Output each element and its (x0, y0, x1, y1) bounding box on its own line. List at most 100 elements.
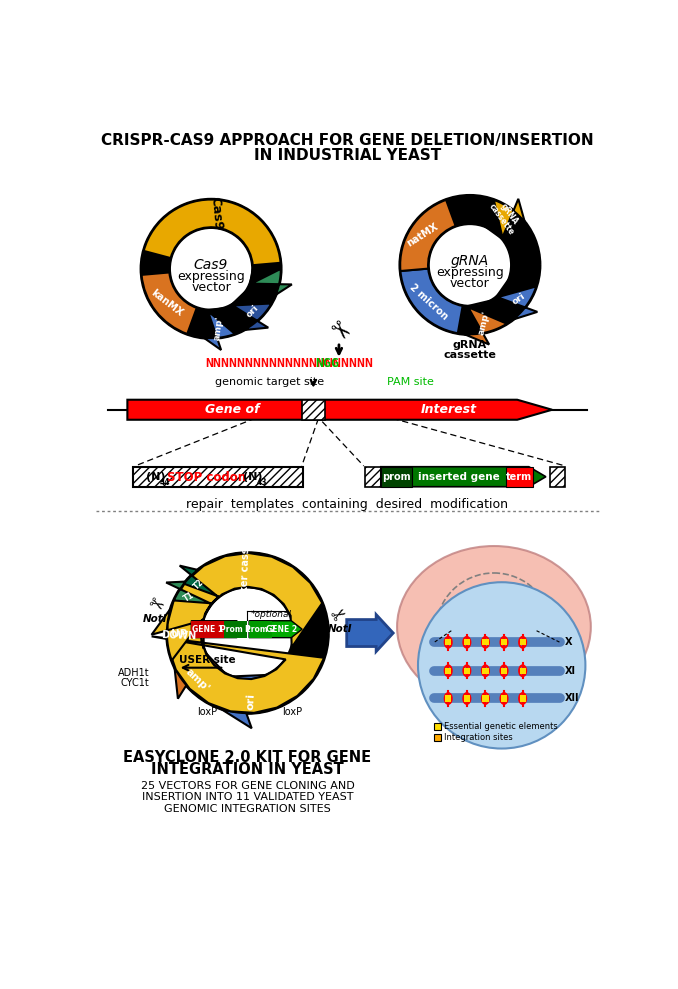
FancyBboxPatch shape (445, 639, 452, 646)
Wedge shape (144, 200, 281, 265)
FancyBboxPatch shape (381, 467, 412, 487)
FancyBboxPatch shape (501, 668, 507, 674)
Polygon shape (152, 608, 204, 661)
Text: GENE 2: GENE 2 (266, 625, 298, 634)
Polygon shape (174, 653, 226, 704)
FancyBboxPatch shape (519, 695, 525, 701)
FancyBboxPatch shape (224, 621, 247, 638)
Text: DOWN: DOWN (161, 630, 197, 641)
FancyBboxPatch shape (482, 695, 489, 701)
Polygon shape (152, 553, 324, 713)
Polygon shape (464, 301, 507, 344)
Polygon shape (166, 582, 212, 614)
Text: ✂: ✂ (144, 593, 166, 617)
Text: Cas9: Cas9 (194, 258, 228, 272)
Polygon shape (231, 290, 271, 330)
FancyArrow shape (127, 400, 552, 419)
Text: XI: XI (565, 666, 576, 675)
FancyBboxPatch shape (519, 668, 525, 674)
Text: ori: ori (245, 692, 256, 710)
Polygon shape (496, 278, 538, 319)
Text: amp': amp' (212, 315, 224, 341)
Ellipse shape (397, 546, 591, 708)
Text: INTEGRATION IN YEAST: INTEGRATION IN YEAST (151, 763, 344, 777)
Text: NotI: NotI (143, 614, 167, 624)
FancyBboxPatch shape (501, 695, 507, 701)
Wedge shape (400, 200, 456, 271)
Text: STOP codon: STOP codon (167, 471, 246, 484)
Text: GENOMIC INTEGRATION SITES: GENOMIC INTEGRATION SITES (164, 804, 331, 814)
Text: gRNA: gRNA (453, 340, 487, 350)
Text: repair  templates  containing  desired  modification: repair templates containing desired modi… (186, 497, 508, 510)
Text: CRISPR-CAS9 APPROACH FOR GENE DELETION/INSERTION: CRISPR-CAS9 APPROACH FOR GENE DELETION/I… (101, 133, 594, 147)
Text: ori: ori (245, 304, 261, 319)
Text: gRNA: gRNA (451, 254, 489, 268)
Wedge shape (400, 196, 540, 334)
Text: Gene of: Gene of (205, 404, 259, 416)
Text: Integration sites: Integration sites (443, 733, 513, 742)
Text: CYC1t: CYC1t (120, 678, 149, 688)
Text: 43: 43 (257, 478, 268, 487)
Text: kanMX: kanMX (149, 287, 184, 317)
Text: expressing: expressing (177, 270, 245, 283)
Text: *optional: *optional (250, 610, 292, 619)
Text: Interest: Interest (421, 404, 477, 416)
Text: Prom 2: Prom 2 (245, 625, 276, 634)
Polygon shape (204, 308, 235, 350)
Wedge shape (184, 553, 307, 604)
FancyBboxPatch shape (445, 695, 452, 701)
FancyArrow shape (249, 621, 302, 638)
FancyBboxPatch shape (191, 621, 224, 638)
Text: prom: prom (382, 472, 411, 482)
Text: loxP: loxP (197, 706, 217, 717)
Text: USER site: USER site (179, 655, 236, 665)
Text: ✂: ✂ (323, 316, 355, 349)
Text: INSERTION INTO 11 VALIDATED YEAST: INSERTION INTO 11 VALIDATED YEAST (142, 792, 353, 802)
Polygon shape (250, 269, 292, 295)
Wedge shape (141, 200, 281, 338)
Text: loxP: loxP (283, 706, 302, 717)
Text: 2 micron: 2 micron (407, 283, 450, 322)
FancyBboxPatch shape (365, 467, 381, 487)
FancyBboxPatch shape (501, 639, 507, 646)
FancyBboxPatch shape (464, 639, 470, 646)
Polygon shape (484, 199, 525, 239)
Text: vector: vector (191, 281, 231, 294)
Text: UP: UP (171, 629, 187, 639)
FancyBboxPatch shape (435, 723, 441, 730)
Text: T2: T2 (192, 578, 206, 591)
Text: cassette: cassette (443, 350, 496, 360)
Text: NGG: NGG (315, 357, 340, 370)
Text: NotI: NotI (327, 624, 352, 634)
Text: PAM site: PAM site (387, 377, 434, 387)
Text: vector: vector (450, 277, 490, 290)
Polygon shape (220, 674, 281, 728)
FancyBboxPatch shape (133, 467, 303, 487)
Polygon shape (180, 566, 219, 604)
Text: Cas9: Cas9 (208, 196, 224, 230)
Text: T1: T1 (182, 590, 196, 603)
FancyBboxPatch shape (302, 400, 325, 419)
Text: 25 VECTORS FOR GENE CLONING AND: 25 VECTORS FOR GENE CLONING AND (140, 781, 355, 791)
Text: XII: XII (565, 693, 579, 703)
FancyBboxPatch shape (519, 639, 525, 646)
Text: ✂: ✂ (329, 603, 351, 627)
FancyBboxPatch shape (482, 668, 489, 674)
Text: term: term (506, 472, 532, 482)
Text: ori: ori (511, 292, 527, 307)
FancyArrow shape (191, 621, 246, 638)
FancyBboxPatch shape (249, 621, 273, 638)
FancyArrow shape (381, 467, 546, 487)
Text: Essential genetic elements: Essential genetic elements (443, 722, 557, 731)
FancyBboxPatch shape (506, 467, 533, 487)
Text: ADH1t: ADH1t (117, 669, 149, 678)
Text: Prom 1: Prom 1 (220, 625, 251, 634)
Text: inserted gene: inserted gene (418, 472, 500, 482)
FancyBboxPatch shape (464, 668, 470, 674)
Text: EASYCLONE 2.0 KIT FOR GENE: EASYCLONE 2.0 KIT FOR GENE (123, 750, 372, 765)
Text: amp': amp' (477, 310, 491, 336)
Text: natMX: natMX (405, 222, 441, 249)
Text: 44: 44 (160, 478, 171, 487)
Text: expressing: expressing (436, 266, 504, 279)
Wedge shape (401, 269, 462, 333)
